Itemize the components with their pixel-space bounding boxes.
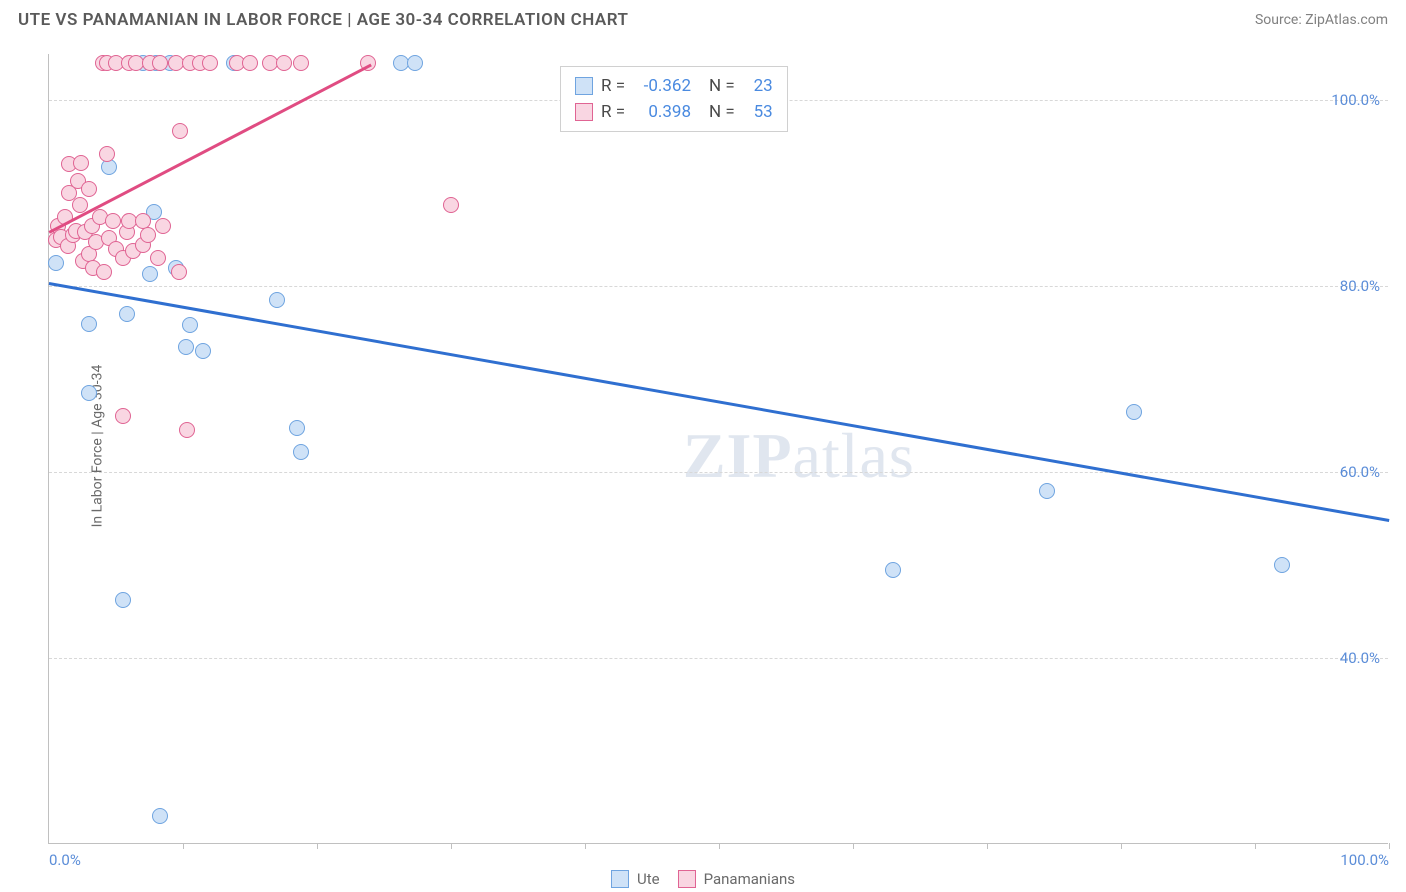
scatter-point [242,55,258,71]
x-tick-mark [1255,843,1256,849]
stats-r-label: R = [601,73,625,99]
y-tick-label: 40.0% [1340,649,1380,667]
x-tick-mark [987,843,988,849]
scatter-point [72,197,88,213]
scatter-point [142,266,158,282]
gridline [49,286,1388,287]
correlation-stats-box: R = -0.362 N = 23 R = 0.398 N = 53 [560,66,788,132]
stats-row: R = 0.398 N = 53 [575,99,773,125]
scatter-point [1039,483,1055,499]
chart-title: UTE VS PANAMANIAN IN LABOR FORCE | AGE 3… [18,10,629,30]
scatter-point [171,264,187,280]
stats-n-value: 53 [743,99,773,125]
scatter-point [172,123,188,139]
scatter-point [1126,404,1142,420]
scatter-point [99,146,115,162]
x-tick-mark [183,843,184,849]
scatter-point [293,444,309,460]
chart-plot-area: ZIPatlas 40.0%60.0%80.0%100.0%0.0%100.0% [48,54,1388,844]
gridline [49,472,1388,473]
scatter-point [81,316,97,332]
stats-n-label: N = [709,73,735,99]
stats-r-label: R = [601,99,625,125]
bottom-legend: Ute Panamanians [611,870,795,888]
scatter-point [407,55,423,71]
scatter-point [178,339,194,355]
x-tick-mark [1389,843,1390,849]
scatter-point [81,385,97,401]
scatter-point [182,317,198,333]
gridline [49,658,1388,659]
scatter-point [155,218,171,234]
scatter-point [289,420,305,436]
scatter-point [276,55,292,71]
x-tick-mark [585,843,586,849]
watermark-bold: ZIP [683,420,793,491]
scatter-point [293,55,309,71]
scatter-point [179,422,195,438]
x-tick-mark [1121,843,1122,849]
x-tick-mark [853,843,854,849]
scatter-point [885,562,901,578]
legend-item: Ute [611,870,660,888]
scatter-point [105,213,121,229]
scatter-point [81,181,97,197]
scatter-point [152,55,168,71]
scatter-point [48,255,64,271]
scatter-point [119,306,135,322]
stats-r-value: 0.398 [633,99,691,125]
chart-source: Source: ZipAtlas.com [1255,12,1388,28]
scatter-point [96,264,112,280]
stats-row: R = -0.362 N = 23 [575,73,773,99]
legend-label: Panamanians [704,870,795,888]
x-tick-mark [317,843,318,849]
legend-swatch [678,870,696,888]
scatter-point [269,292,285,308]
chart-header: UTE VS PANAMANIAN IN LABOR FORCE | AGE 3… [0,0,1406,36]
stats-swatch [575,77,593,95]
scatter-point [150,250,166,266]
scatter-point [152,808,168,824]
x-tick-mark [451,843,452,849]
x-axis-min-label: 0.0% [49,851,81,869]
scatter-point [73,155,89,171]
x-tick-mark [719,843,720,849]
scatter-point [115,592,131,608]
stats-n-value: 23 [743,73,773,99]
scatter-point [195,343,211,359]
scatter-point [140,227,156,243]
legend-item: Panamanians [678,870,795,888]
stats-swatch [575,103,593,121]
stats-n-label: N = [709,99,735,125]
legend-swatch [611,870,629,888]
scatter-point [1274,557,1290,573]
legend-label: Ute [637,870,660,888]
scatter-point [115,408,131,424]
y-tick-label: 100.0% [1331,91,1380,109]
y-tick-label: 80.0% [1340,277,1380,295]
trend-line [48,63,371,233]
trend-line [49,282,1389,521]
scatter-point [443,197,459,213]
x-axis-max-label: 100.0% [1340,851,1389,869]
scatter-point [202,55,218,71]
y-tick-label: 60.0% [1340,463,1380,481]
stats-r-value: -0.362 [633,73,691,99]
